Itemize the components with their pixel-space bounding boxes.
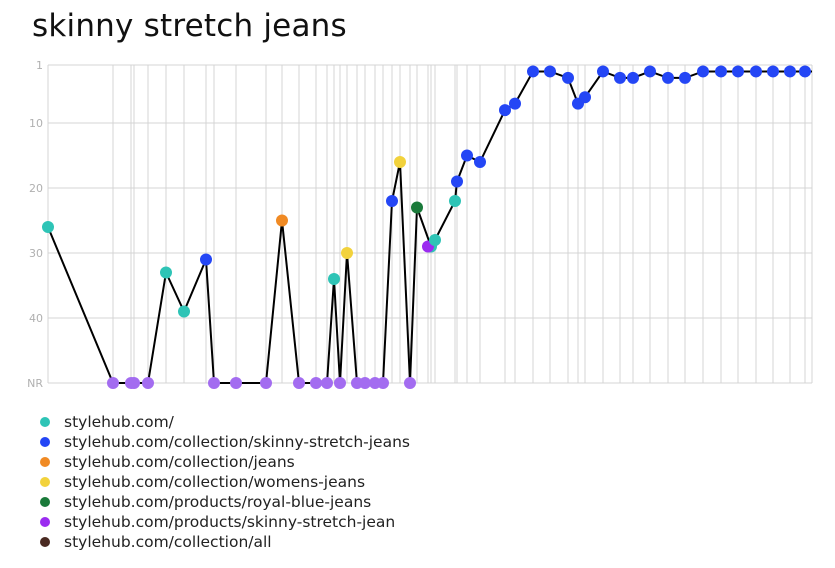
y-tick-label: 1 [36, 59, 43, 72]
data-point [328, 273, 340, 285]
grid [47, 64, 813, 384]
data-point [411, 201, 423, 214]
legend-item: stylehub.com/products/royal-blue-jeans [40, 492, 410, 512]
data-point [527, 65, 539, 78]
data-point [750, 65, 762, 78]
y-tick-label: 10 [29, 117, 43, 130]
chart-title: skinny stretch jeans [32, 8, 347, 44]
legend-item: stylehub.com/collection/jeans [40, 452, 410, 472]
y-axis-ticks: 1 10 20 30 40 NR [27, 59, 43, 390]
legend-dot-icon [40, 537, 50, 547]
data-point [359, 377, 371, 389]
data-point [293, 377, 305, 389]
data-point [208, 377, 220, 389]
data-point [404, 377, 416, 389]
legend-label: stylehub.com/products/royal-blue-jeans [64, 493, 372, 511]
y-tick-label: 40 [29, 312, 43, 325]
legend-label: stylehub.com/collection/jeans [64, 453, 295, 471]
data-point [451, 175, 463, 188]
data-point [644, 65, 656, 78]
data-point [310, 377, 322, 389]
legend-dot-icon [40, 477, 50, 487]
data-point [142, 377, 154, 389]
rank-chart: 1 10 20 30 40 NR [27, 59, 813, 390]
legend-item: stylehub.com/collection/all [40, 532, 410, 552]
legend-item: stylehub.com/products/skinny-stretch-jea… [40, 512, 410, 532]
data-point [461, 149, 473, 162]
data-point [715, 65, 727, 78]
data-point [579, 91, 591, 104]
legend-item: stylehub.com/collection/skinny-stretch-j… [40, 432, 410, 452]
data-point [200, 253, 212, 266]
y-tick-label: 30 [29, 247, 43, 260]
data-point [799, 65, 811, 78]
data-point [321, 377, 333, 389]
legend-dot-icon [40, 417, 50, 427]
rank-line [47, 70, 812, 384]
legend-label: stylehub.com/ [64, 413, 174, 431]
data-point [178, 305, 190, 318]
legend-dot-icon [40, 517, 50, 527]
data-point [784, 65, 796, 78]
legend-dot-icon [40, 497, 50, 507]
data-point [341, 247, 353, 259]
data-point [107, 377, 119, 389]
data-point [597, 65, 609, 78]
y-tick-label: NR [27, 377, 43, 390]
data-point [429, 234, 441, 246]
legend-label: stylehub.com/products/skinny-stretch-jea… [64, 513, 396, 531]
data-point [128, 377, 140, 389]
legend-dot-icon [40, 437, 50, 447]
legend-dot-icon [40, 457, 50, 467]
legend: stylehub.com/stylehub.com/collection/ski… [40, 412, 410, 552]
data-point [230, 377, 242, 389]
legend-label: stylehub.com/collection/all [64, 533, 272, 551]
data-point [386, 195, 398, 207]
data-point [474, 156, 486, 168]
legend-item: stylehub.com/collection/womens-jeans [40, 472, 410, 492]
data-point [679, 71, 691, 84]
legend-item: stylehub.com/ [40, 412, 410, 432]
data-point [509, 97, 521, 110]
data-point [260, 377, 272, 389]
data-point [499, 104, 511, 117]
data-point [334, 377, 346, 389]
data-point [767, 65, 779, 78]
data-point [614, 71, 626, 84]
data-point [627, 71, 639, 84]
data-point [42, 221, 54, 233]
legend-label: stylehub.com/collection/skinny-stretch-j… [64, 433, 410, 451]
data-points [42, 65, 811, 389]
data-point [544, 65, 556, 78]
data-point [377, 377, 389, 389]
data-point [732, 65, 744, 78]
data-point [276, 214, 288, 227]
data-point [449, 195, 461, 207]
legend-label: stylehub.com/collection/womens-jeans [64, 473, 366, 491]
y-tick-label: 20 [29, 182, 43, 195]
data-point [562, 71, 574, 84]
data-point [662, 71, 674, 84]
data-point [394, 156, 406, 168]
data-point [160, 266, 172, 279]
data-point [697, 65, 709, 78]
